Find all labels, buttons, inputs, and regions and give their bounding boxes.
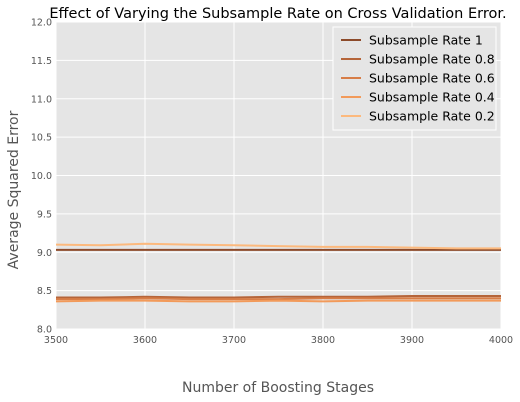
series-line-3: [55, 299, 501, 303]
x-tick-label: 3800: [311, 335, 335, 346]
x-tick-label: 4000: [489, 335, 513, 346]
legend-label: Subsample Rate 1: [369, 33, 483, 48]
y-tick-label: 12.0: [31, 18, 52, 29]
x-tick-label: 3500: [44, 335, 68, 346]
series-lines: [55, 242, 501, 303]
x-axis-ticks: 3500 3600 3700 3800 3900 4000: [44, 335, 513, 346]
y-tick-label: 8.0: [37, 325, 52, 336]
x-axis-label: Number of Boosting Stages: [182, 380, 374, 396]
legend: Subsample Rate 1 Subsample Rate 0.8 Subsam…: [332, 26, 497, 131]
legend-label: Subsample Rate 0.6: [369, 71, 495, 86]
y-axis-ticks: 8.0 8.5 9.0 9.5 10.0 10.5 11.0 11.5 12.0: [31, 18, 52, 336]
chart-title: Effect of Varying the Subsample Rate on …: [49, 6, 506, 22]
y-axis-label: Average Squared Error: [6, 110, 22, 269]
y-tick-label: 11.5: [31, 56, 52, 67]
grid: [55, 21, 502, 330]
series-line-1: [56, 295, 501, 299]
series-line-2: [56, 297, 501, 301]
legend-label: Subsample Rate 0.2: [369, 109, 495, 124]
legend-label: Subsample Rate 0.4: [369, 90, 495, 105]
y-tick-label: 8.5: [37, 286, 52, 297]
y-tick-label: 10.5: [31, 133, 52, 144]
y-tick-label: 9.0: [37, 248, 52, 259]
x-tick-label: 3700: [222, 335, 246, 346]
y-tick-label: 10.0: [31, 171, 52, 182]
y-tick-label: 11.0: [31, 94, 52, 105]
x-tick-label: 3900: [400, 335, 424, 346]
series-line-4: [55, 242, 501, 250]
legend-label: Subsample Rate 0.8: [369, 52, 495, 67]
y-tick-label: 9.5: [37, 209, 52, 220]
x-tick-label: 3600: [133, 335, 157, 346]
